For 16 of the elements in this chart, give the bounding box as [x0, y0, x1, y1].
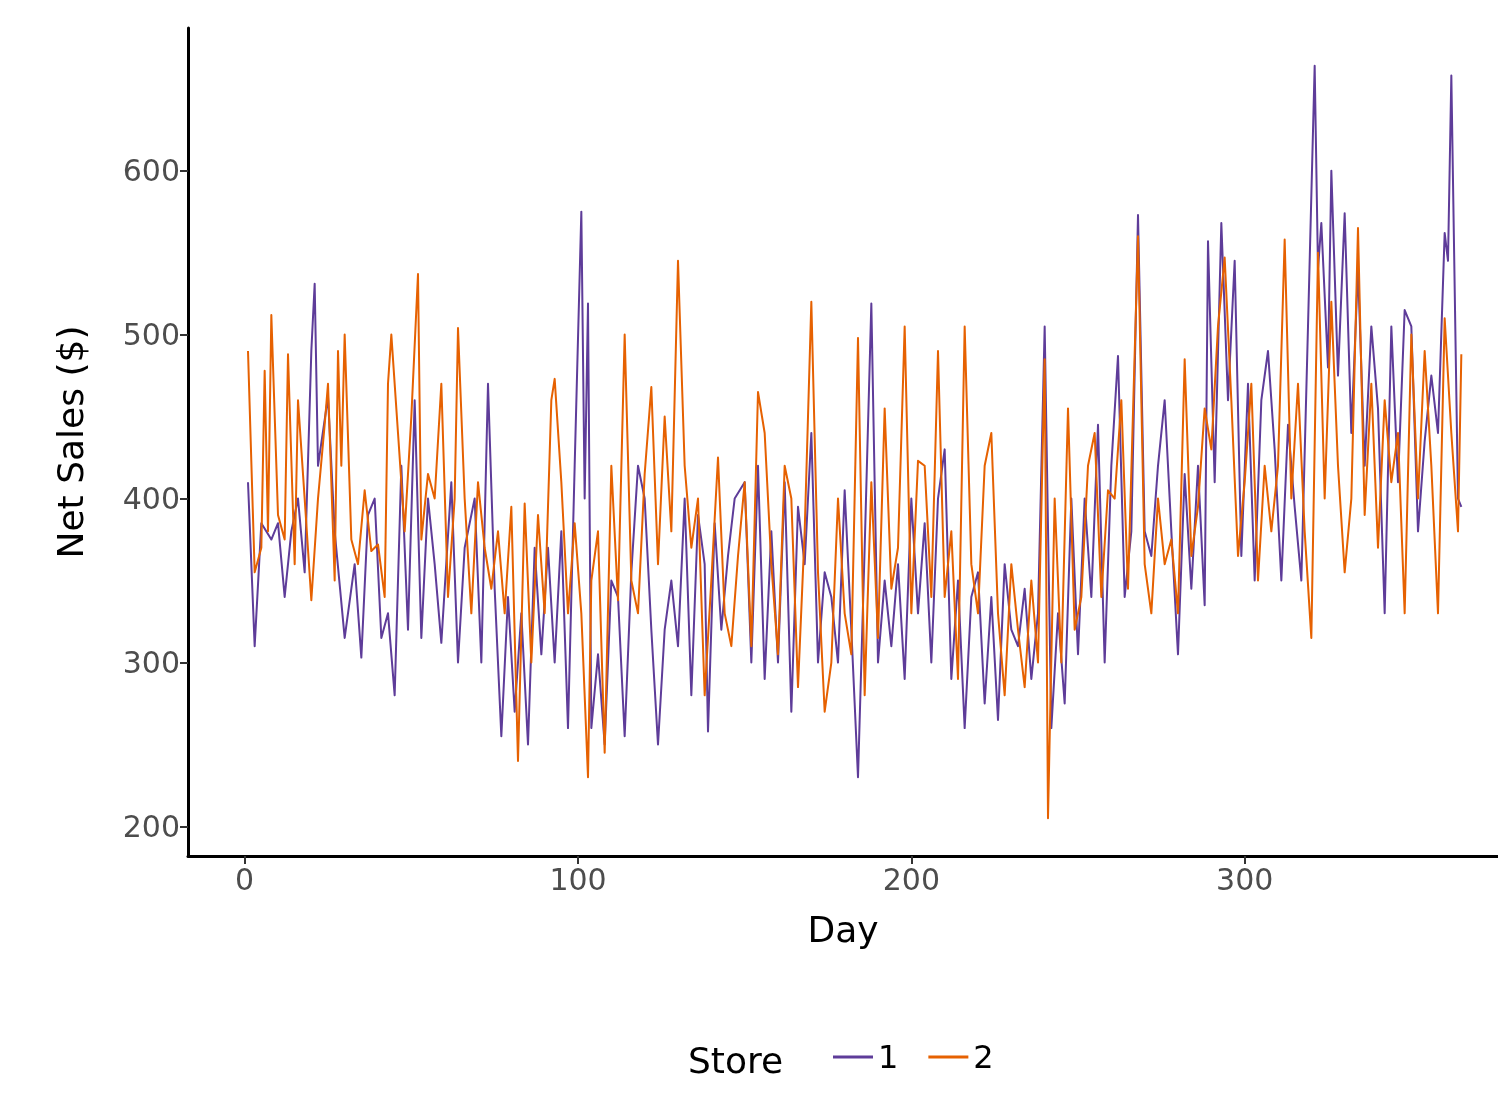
line-series: [247, 64, 1463, 779]
line-series: [247, 227, 1463, 820]
y-tick-label: 300: [122, 645, 180, 681]
legend-title: Store: [688, 1039, 784, 1081]
y-tick-label: 400: [122, 481, 180, 517]
x-tick-label: 0: [235, 861, 255, 897]
legend-label: 1: [878, 1038, 899, 1076]
x-tick-label: 100: [549, 861, 607, 897]
x-tick-label: 200: [882, 861, 940, 897]
x-tick-label: 300: [1216, 861, 1274, 897]
legend-label: 2: [973, 1038, 994, 1076]
y-axis-title: Net Sales ($): [49, 325, 91, 559]
y-tick-label: 200: [122, 808, 180, 844]
y-tick-label: 600: [122, 153, 180, 189]
y-tick-label: 500: [122, 317, 180, 353]
x-axis-title: Day: [807, 908, 879, 950]
